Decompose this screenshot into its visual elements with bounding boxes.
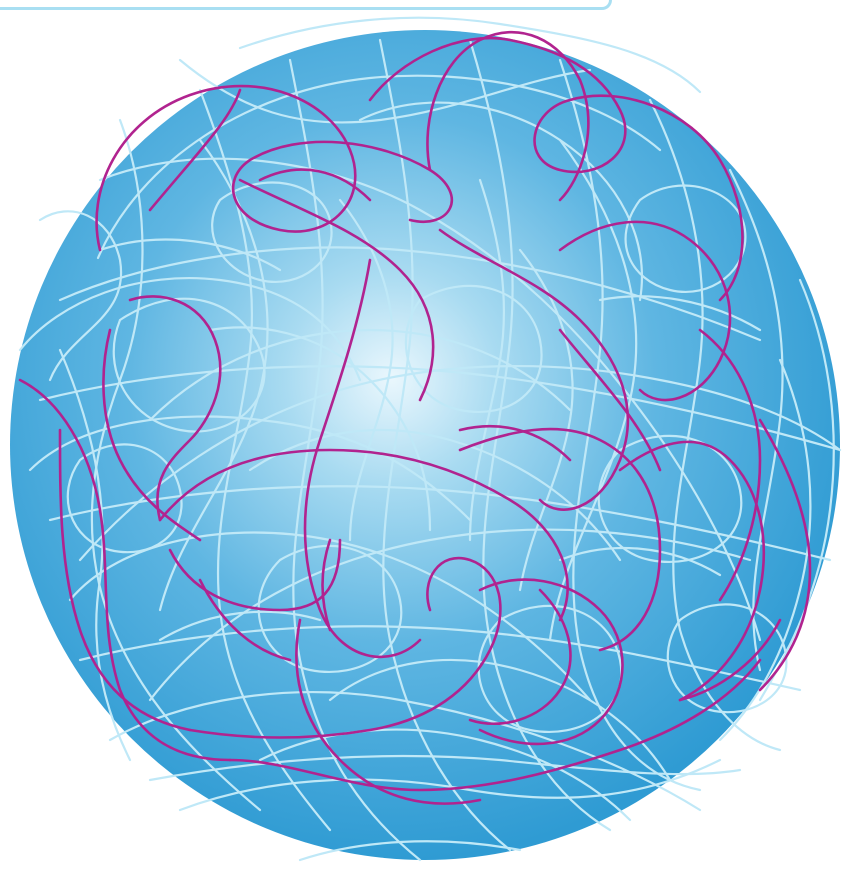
accent-thread bbox=[18, 30, 812, 805]
light-threads bbox=[18, 16, 842, 862]
top-border-strip bbox=[0, 0, 612, 10]
blue-sphere bbox=[10, 30, 840, 860]
